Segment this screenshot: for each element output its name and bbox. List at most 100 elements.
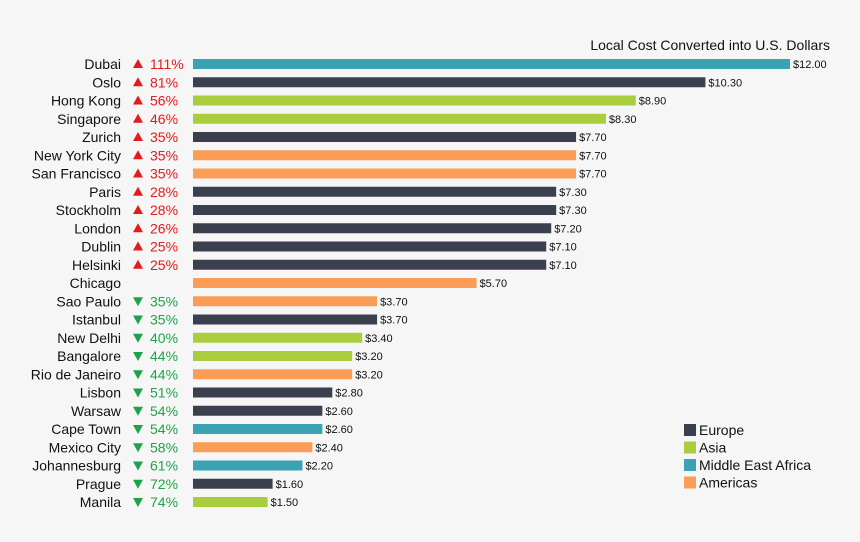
bar-row: Helsinki 25% $7.10	[72, 257, 577, 273]
change-percent: 28%	[150, 184, 178, 200]
arrow-down-icon	[133, 370, 143, 380]
value-label: $7.70	[579, 132, 607, 144]
city-label: Istanbul	[72, 312, 121, 328]
value-label: $3.70	[380, 296, 408, 308]
arrow-down-icon	[133, 388, 143, 398]
change-percent: 44%	[150, 348, 178, 364]
bar	[193, 296, 378, 307]
chart-subtitle: Local Cost Converted into U.S. Dollars	[590, 37, 830, 53]
value-label: $2.20	[305, 461, 333, 473]
arrow-up-icon	[133, 113, 143, 123]
chart-rows: Dubai 111% $12.00 Oslo 81% $10.30 Hong Kong 56%…	[31, 56, 827, 510]
value-label: $3.70	[380, 315, 408, 327]
bar	[193, 405, 323, 416]
value-label: $1.50	[271, 497, 299, 509]
bar	[193, 387, 333, 398]
value-label: $3.40	[365, 333, 393, 345]
arrow-down-icon	[133, 461, 143, 471]
bar	[193, 186, 557, 197]
value-label: $8.90	[639, 96, 667, 108]
city-label: Manila	[80, 494, 121, 510]
bar-row: Paris 28% $7.30	[89, 184, 587, 200]
arrow-up-icon	[133, 223, 143, 233]
city-label: Dublin	[81, 239, 121, 255]
legend-label: Europe	[699, 422, 744, 438]
city-label: Stockholm	[56, 202, 121, 218]
bar	[193, 369, 353, 380]
bar-row: San Francisco 35% $7.70	[32, 166, 607, 182]
bar-row: Sao Paulo 35% $3.70	[56, 293, 407, 309]
arrow-up-icon	[133, 95, 143, 105]
change-percent: 61%	[150, 458, 178, 474]
bar-row: Dublin 25% $7.10	[81, 239, 576, 255]
value-label: $2.60	[325, 406, 353, 418]
arrow-up-icon	[133, 132, 143, 141]
value-label: $7.70	[579, 169, 607, 181]
bar	[193, 278, 477, 288]
arrow-up-icon	[133, 59, 143, 68]
bar	[193, 168, 577, 179]
arrow-up-icon	[133, 241, 143, 251]
city-label: San Francisco	[32, 166, 122, 182]
value-label: $7.10	[549, 260, 577, 272]
bar	[193, 460, 303, 471]
city-label: Hong Kong	[51, 93, 121, 109]
change-percent: 81%	[150, 74, 178, 90]
city-label: Sao Paulo	[56, 293, 121, 309]
change-percent: 51%	[150, 385, 178, 401]
bar	[193, 150, 577, 161]
change-percent: 35%	[150, 312, 178, 328]
bar-row: Prague 72% $1.60	[76, 476, 303, 492]
bar-row: Zurich 35% $7.70	[82, 129, 607, 145]
city-label: Helsinki	[72, 257, 121, 273]
arrow-up-icon	[133, 150, 143, 160]
arrow-down-icon	[133, 315, 143, 325]
change-percent: 46%	[150, 111, 178, 127]
value-label: $7.30	[559, 205, 587, 217]
bar	[193, 478, 273, 489]
change-percent: 56%	[150, 93, 178, 109]
value-label: $12.00	[793, 59, 827, 71]
arrow-down-icon	[133, 425, 143, 434]
value-label: $7.30	[559, 187, 587, 199]
bar-row: Istanbul 35% $3.70	[72, 312, 408, 328]
value-label: $3.20	[355, 351, 383, 363]
value-label: $2.60	[325, 424, 353, 436]
bar-row: Mexico City 58% $2.40	[49, 439, 343, 455]
arrow-down-icon	[133, 498, 143, 507]
bar	[193, 314, 378, 325]
value-label: $7.20	[554, 223, 582, 235]
value-label: $8.30	[609, 114, 637, 126]
change-percent: 28%	[150, 202, 178, 218]
legend-label: Middle East Africa	[699, 457, 811, 473]
change-percent: 25%	[150, 239, 178, 255]
bar	[193, 259, 547, 270]
bar-row: Rio de Janeiro 44% $3.20	[31, 366, 383, 382]
bar-row: Warsaw 54% $2.60	[71, 403, 353, 419]
bar	[193, 95, 636, 106]
bar-row: London 26% $7.20	[74, 220, 581, 236]
change-percent: 35%	[150, 129, 178, 145]
legend-label: Americas	[699, 475, 757, 491]
bar	[193, 497, 268, 507]
city-label: Bangalore	[57, 348, 121, 364]
bar	[193, 332, 363, 343]
city-label: Mexico City	[49, 439, 121, 455]
change-percent: 44%	[150, 366, 178, 382]
value-label: $5.70	[480, 278, 508, 290]
legend-item: Asia	[684, 440, 726, 456]
bar-row: Bangalore 44% $3.20	[57, 348, 383, 364]
arrow-down-icon	[133, 443, 143, 453]
change-percent: 58%	[150, 439, 178, 455]
bar	[193, 223, 552, 234]
bar-row: Lisbon 51% $2.80	[80, 385, 363, 401]
bar	[193, 424, 323, 434]
arrow-up-icon	[133, 205, 143, 214]
bar	[193, 59, 790, 69]
change-percent: 35%	[150, 293, 178, 309]
legend-item: Europe	[684, 422, 744, 438]
change-percent: 54%	[150, 403, 178, 419]
bar-row: Manila 74% $1.50	[80, 494, 298, 510]
